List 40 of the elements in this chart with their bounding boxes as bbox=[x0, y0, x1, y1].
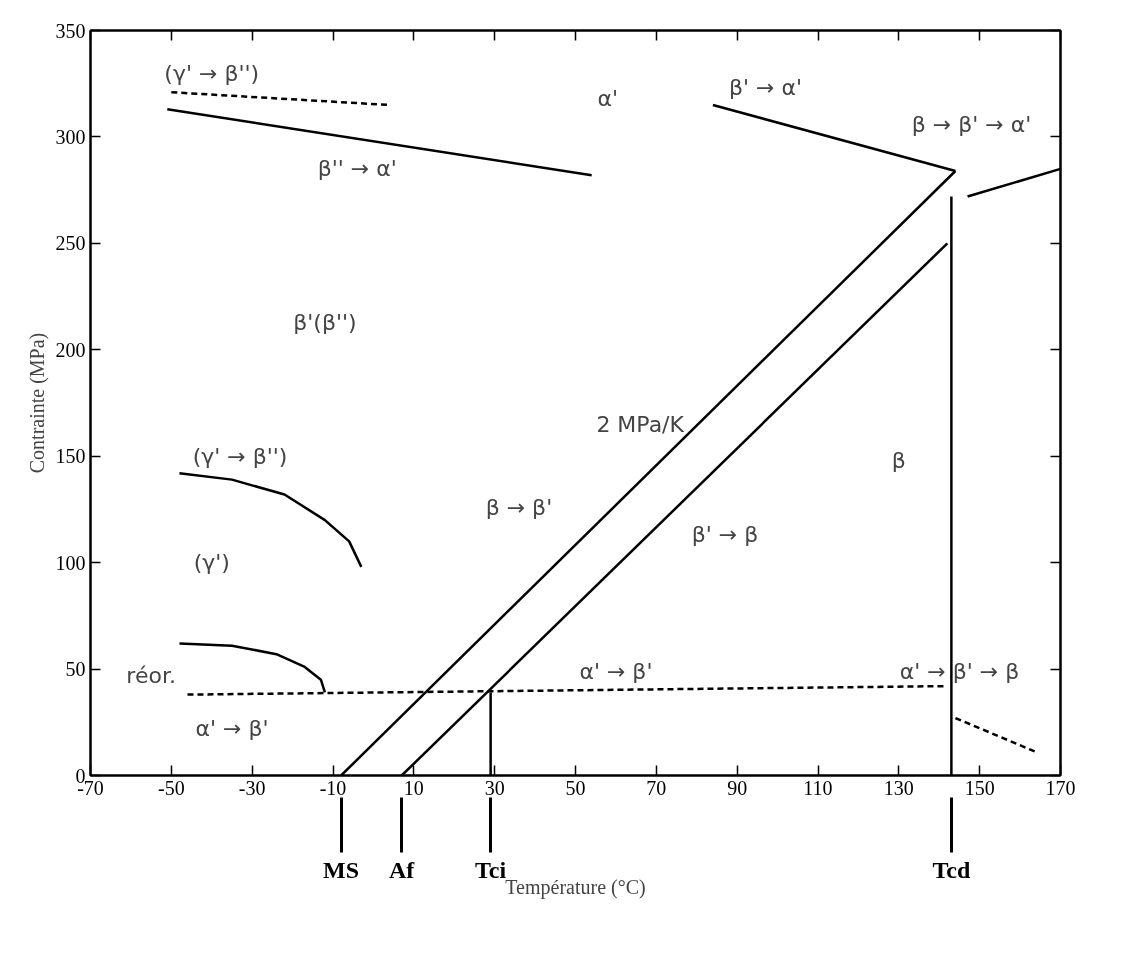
y-tick-label: 150 bbox=[55, 445, 86, 468]
annotation: α' → β' bbox=[579, 658, 653, 684]
annotation: β'(β'') bbox=[293, 309, 357, 335]
x-tick-label: 150 bbox=[964, 776, 995, 799]
annotation: β' → β bbox=[691, 522, 759, 548]
annotation: (γ' → β'') bbox=[164, 60, 260, 86]
annotation: α' → β' → β bbox=[899, 658, 1020, 684]
annotation: β bbox=[891, 447, 906, 473]
x-tick-label: 130 bbox=[883, 776, 914, 799]
annotation: β → β' → α' bbox=[911, 111, 1032, 137]
x-tick-label: 50 bbox=[565, 776, 586, 799]
x-tick-label: 10 bbox=[403, 776, 424, 799]
x-tick-label: -30 bbox=[238, 776, 266, 799]
y-tick-label: 100 bbox=[55, 551, 86, 574]
annotation: β' → α' bbox=[728, 75, 802, 101]
annotation: β'' → α' bbox=[317, 156, 397, 182]
text: Af bbox=[389, 856, 416, 883]
x-axis-title: Température (°C) bbox=[505, 875, 646, 899]
annotation: α' → β' bbox=[195, 716, 269, 742]
x-tick-label: 170 bbox=[1045, 776, 1076, 799]
y-tick-label: 300 bbox=[55, 125, 86, 148]
text: Tcd bbox=[932, 856, 971, 883]
x-tick-label: 110 bbox=[803, 776, 833, 799]
x-tick-label: -50 bbox=[158, 776, 185, 799]
y-tick-label: 250 bbox=[55, 232, 86, 255]
x-tick-label: -10 bbox=[319, 776, 347, 799]
annotation: réor. bbox=[126, 662, 176, 688]
y-tick-label: 50 bbox=[65, 658, 86, 681]
text: MS bbox=[323, 856, 360, 883]
annotation: (γ') bbox=[193, 550, 230, 576]
y-axis-title: Contrainte (MPa) bbox=[25, 332, 49, 474]
annotation: (γ' → β'') bbox=[192, 443, 288, 469]
y-tick-label: 350 bbox=[55, 19, 86, 42]
x-tick-label: 70 bbox=[646, 776, 667, 799]
x-tick-label: 30 bbox=[484, 776, 505, 799]
annotation: 2 MPa/K bbox=[596, 411, 685, 437]
y-tick-label: 200 bbox=[55, 338, 86, 361]
annotation: β → β' bbox=[485, 494, 553, 520]
x-tick-label: 90 bbox=[727, 776, 748, 799]
annotation: α' bbox=[597, 86, 619, 112]
